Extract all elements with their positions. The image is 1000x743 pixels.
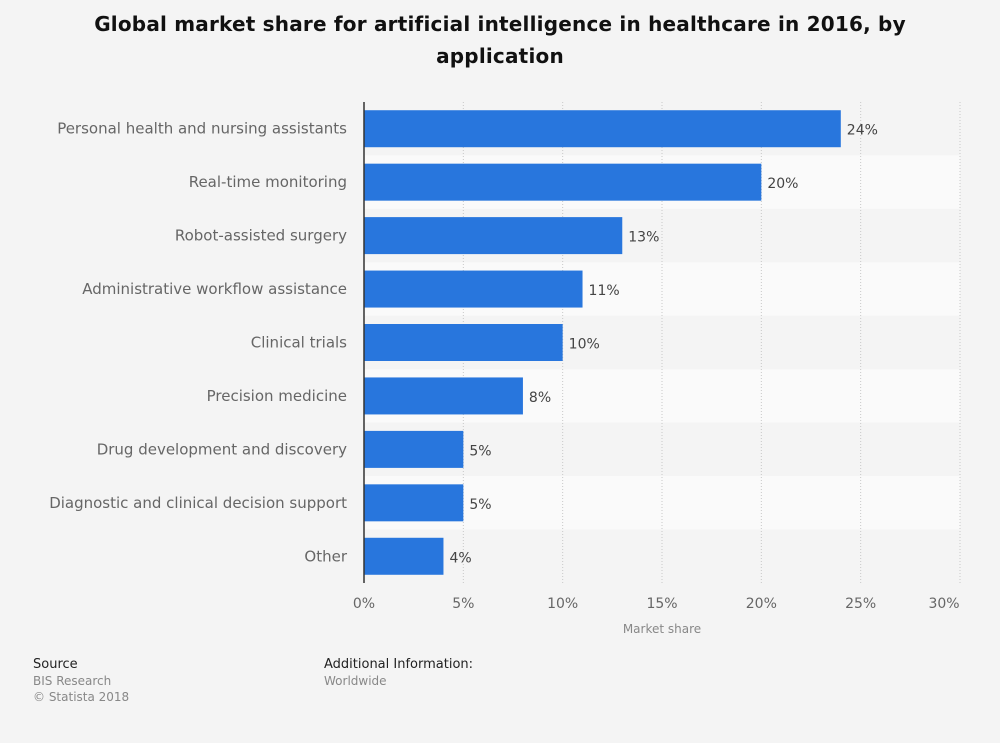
bar — [364, 430, 464, 468]
x-axis-title: Market share — [623, 622, 701, 636]
bar — [364, 163, 762, 201]
category-label: Drug development and discovery — [97, 440, 347, 458]
x-tick-label: 10% — [547, 596, 578, 612]
value-label: 10% — [569, 337, 600, 353]
info-heading: Additional Information: — [324, 657, 474, 672]
bar — [364, 217, 623, 255]
info-value: Worldwide — [324, 674, 387, 688]
bar-chart: Personal health and nursing assistants 24… — [49, 102, 961, 636]
source-name[interactable]: BIS Research — [33, 674, 112, 688]
bar — [364, 110, 841, 148]
category-label: Diagnostic and clinical decision support — [49, 494, 347, 512]
category-label: Personal health and nursing assistants — [57, 120, 347, 138]
category-label: Robot-assisted surgery — [175, 227, 347, 245]
copyright: © Statista 2018 — [33, 690, 130, 704]
value-label: 24% — [847, 123, 878, 139]
row-band — [364, 529, 960, 583]
category-label: Real-time monitoring — [189, 173, 347, 191]
x-tick-label: 25% — [845, 596, 876, 612]
x-tick-label: 0% — [353, 596, 375, 612]
source-block: Source BIS Research © Statista 2018 — [33, 657, 129, 705]
bar — [364, 270, 583, 308]
category-label: Clinical trials — [251, 334, 347, 352]
value-label: 20% — [767, 176, 798, 192]
value-label: 11% — [589, 283, 620, 299]
x-tick-label: 20% — [746, 596, 777, 612]
value-label: 4% — [449, 550, 471, 566]
bar — [364, 484, 464, 522]
source-heading: Source — [33, 657, 78, 672]
x-tick-label: 15% — [646, 596, 677, 612]
value-label: 8% — [529, 390, 551, 406]
value-label: 5% — [469, 443, 491, 459]
value-label: 5% — [469, 497, 491, 513]
x-tick-label: 30% — [928, 596, 959, 612]
category-label: Administrative workflow assistance — [82, 280, 347, 298]
category-label: Other — [304, 547, 347, 565]
chart-title: Global market share for artificial intel… — [94, 12, 906, 68]
bar — [364, 537, 444, 575]
x-tick-label: 5% — [452, 596, 474, 612]
additional-info-block: Additional Information: Worldwide — [324, 657, 473, 689]
value-label: 13% — [628, 230, 659, 246]
bar — [364, 377, 523, 415]
bar — [364, 324, 563, 361]
category-label: Precision medicine — [207, 387, 347, 405]
